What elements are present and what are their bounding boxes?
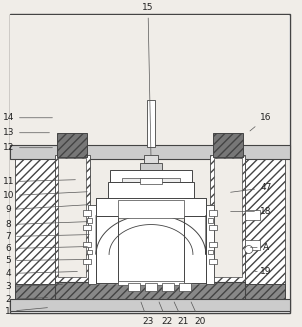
Bar [145,284,157,291]
Bar [140,178,162,184]
Bar [140,163,162,171]
Text: 4: 4 [5,269,77,278]
Bar [208,217,213,223]
Bar [162,284,174,291]
Bar [83,210,91,215]
Bar [210,155,245,300]
Bar [206,205,214,284]
Bar [15,155,55,304]
Bar [88,205,96,284]
Bar [118,282,184,285]
Text: 18: 18 [231,207,271,216]
Text: 1: 1 [5,307,47,316]
Bar [122,178,180,184]
Bar [55,155,90,300]
Bar [118,199,184,217]
Text: 10: 10 [2,191,87,200]
Text: 23: 23 [141,302,154,326]
Text: 19: 19 [255,267,271,276]
Text: 5: 5 [5,256,87,265]
Bar [209,260,217,265]
Text: 2: 2 [5,295,47,304]
Text: 3: 3 [5,282,63,291]
Bar [208,250,213,254]
Text: 6: 6 [5,244,87,253]
Text: 13: 13 [2,128,50,137]
Bar [10,15,60,312]
Text: 7: 7 [5,232,89,241]
Text: 47: 47 [231,183,271,192]
Bar [213,133,243,157]
Bar [83,260,91,265]
Text: 9: 9 [5,205,87,214]
Bar [209,225,217,230]
Bar [87,217,92,223]
Bar [144,155,158,163]
Circle shape [245,246,253,253]
Text: 20: 20 [191,302,206,326]
Bar [87,250,92,254]
Text: 11: 11 [2,177,76,186]
Bar [245,210,260,219]
Bar [10,300,290,311]
Text: 12: 12 [3,143,53,152]
Bar [15,284,55,306]
Bar [128,284,140,291]
Bar [147,100,155,147]
Bar [10,145,290,159]
Bar [209,210,217,215]
Text: 21: 21 [174,302,189,326]
Bar [108,181,194,199]
Bar [184,198,206,284]
Bar [96,198,118,284]
Bar [83,242,91,247]
Text: 15: 15 [142,4,154,155]
Bar [245,284,285,306]
Bar [179,284,191,291]
Polygon shape [96,215,206,284]
Bar [57,133,87,157]
Text: 14: 14 [3,113,53,122]
Text: A: A [251,243,269,252]
Bar [83,225,91,230]
Bar [110,170,192,181]
Text: 8: 8 [5,220,87,229]
Bar [96,198,206,215]
Bar [209,242,217,247]
Text: 22: 22 [159,302,173,326]
Bar [214,158,242,277]
Bar [55,283,245,304]
Bar [245,239,260,250]
Text: 16: 16 [250,113,271,131]
Bar [245,155,285,304]
Bar [58,158,86,277]
